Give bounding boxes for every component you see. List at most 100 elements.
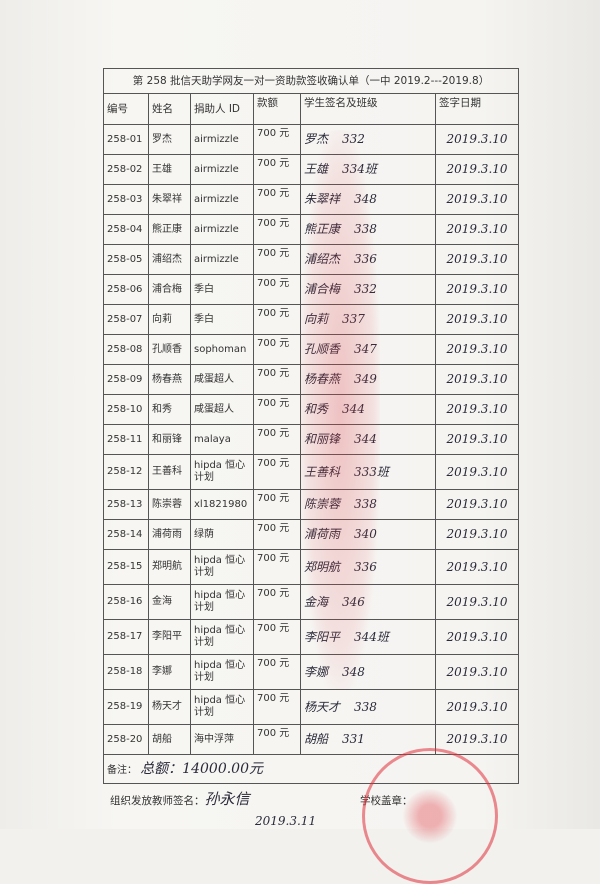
cell-donor: airmizzle xyxy=(190,124,254,155)
cell-amount: 700 元 xyxy=(253,274,301,305)
signature-name: 浦合梅 xyxy=(304,282,341,297)
signature-class: 340 xyxy=(354,527,377,542)
cell-id: 258-01 xyxy=(103,124,149,155)
cell-signature: 李阳平 344班 xyxy=(300,619,436,655)
cell-date: 2019.3.10 xyxy=(435,519,519,550)
cell-amount: 700 元 xyxy=(253,394,301,425)
teacher-signature: 孙永信 xyxy=(204,790,250,808)
cell-name: 陈崇蓉 xyxy=(148,489,191,520)
signature-class: 331 xyxy=(342,732,365,747)
cell-id: 258-15 xyxy=(103,549,149,585)
cell-donor: airmizzle xyxy=(190,244,254,275)
cell-date: 2019.3.10 xyxy=(435,654,519,690)
cell-date: 2019.3.10 xyxy=(435,124,519,155)
signature-name: 李阳平 xyxy=(304,629,341,644)
teacher-date: 2019.3.11 xyxy=(255,813,317,828)
remark-label: 备注： xyxy=(107,764,137,776)
cell-signature: 郑明航 336 xyxy=(300,549,436,585)
signature-name: 杨春燕 xyxy=(304,372,341,387)
table-row: 258-09 杨春燕 咸蛋超人 700 元 杨春燕 349 2019.3.10 xyxy=(103,364,519,395)
cell-amount: 700 元 xyxy=(253,619,301,655)
signature-class: 338 xyxy=(354,497,377,512)
cell-donor: hipda 恒心计划 xyxy=(190,619,254,655)
cell-name: 朱翠祥 xyxy=(148,184,191,215)
cell-id: 258-07 xyxy=(103,304,149,335)
table-row: 258-16 金海 hipda 恒心计划 700 元 金海 346 2019.3.… xyxy=(103,584,519,620)
signature-class: 344班 xyxy=(354,629,389,644)
cell-donor: hipda 恒心计划 xyxy=(190,454,254,490)
table-row: 258-08 孔顺香 sophoman 700 元 孔顺香 347 2019.3.… xyxy=(103,334,519,365)
table-row: 258-20 胡船 海中浮萍 700 元 胡船 331 2019.3.10 xyxy=(103,724,519,755)
cell-date: 2019.3.10 xyxy=(435,154,519,185)
signature-class: 349 xyxy=(354,372,377,387)
table-row: 258-07 向莉 季白 700 元 向莉 337 2019.3.10 xyxy=(103,304,519,335)
cell-amount: 700 元 xyxy=(253,304,301,335)
cell-donor: sophoman xyxy=(190,334,254,365)
cell-date: 2019.3.10 xyxy=(435,454,519,490)
table-row: 258-17 李阳平 hipda 恒心计划 700 元 李阳平 344班 2019… xyxy=(103,619,519,655)
cell-donor: 绿荫 xyxy=(190,519,254,550)
cell-amount: 700 元 xyxy=(253,184,301,215)
cell-amount: 700 元 xyxy=(253,424,301,455)
signature-name: 向莉 xyxy=(304,312,329,327)
signature-class: 348 xyxy=(354,192,377,207)
cell-amount: 700 元 xyxy=(253,584,301,620)
cell-signature: 熊正康 338 xyxy=(300,214,436,245)
signature-class: 336 xyxy=(354,559,377,574)
cell-date: 2019.3.10 xyxy=(435,214,519,245)
footer: 组织发放教师签名：孙永信 学校盖章： 2019.3.11 xyxy=(110,748,519,884)
cell-name: 王雄 xyxy=(148,154,191,185)
cell-date: 2019.3.10 xyxy=(435,364,519,395)
cell-date: 2019.3.10 xyxy=(435,689,519,725)
header-name: 姓名 xyxy=(148,93,191,125)
cell-donor: xl1821980 xyxy=(190,489,254,520)
signature-class: 338 xyxy=(354,222,377,237)
cell-amount: 700 元 xyxy=(253,334,301,365)
document-title: 第 258 批信天助学网友一对一资助款签收确认单（一中 2019.2---201… xyxy=(103,68,519,94)
cell-donor: hipda 恒心计划 xyxy=(190,654,254,690)
cell-date: 2019.3.10 xyxy=(435,244,519,275)
remark-value: 总额：14000.00元 xyxy=(140,760,263,777)
signature-name: 金海 xyxy=(304,594,329,609)
cell-signature: 浦合梅 332 xyxy=(300,274,436,305)
signature-class: 337 xyxy=(342,312,365,327)
cell-name: 王善科 xyxy=(148,454,191,490)
signature-name: 郑明航 xyxy=(304,559,341,574)
receipt-table: 第 258 批信天助学网友一对一资助款签收确认单（一中 2019.2---201… xyxy=(103,68,519,784)
cell-donor: 咸蛋超人 xyxy=(190,364,254,395)
cell-name: 李娜 xyxy=(148,654,191,690)
signature-name: 杨天才 xyxy=(304,699,341,714)
signature-class: 344 xyxy=(342,402,365,417)
cell-name: 熊正康 xyxy=(148,214,191,245)
signature-name: 浦绍杰 xyxy=(304,252,341,267)
cell-signature: 陈崇蓉 338 xyxy=(300,489,436,520)
cell-name: 杨春燕 xyxy=(148,364,191,395)
cell-donor: 季白 xyxy=(190,304,254,335)
signature-class: 334班 xyxy=(342,162,377,177)
header-donor: 捐助人 ID xyxy=(190,93,254,125)
cell-date: 2019.3.10 xyxy=(435,549,519,585)
cell-donor: airmizzle xyxy=(190,184,254,215)
cell-id: 258-05 xyxy=(103,244,149,275)
table-row: 258-10 和秀 咸蛋超人 700 元 和秀 344 2019.3.10 xyxy=(103,394,519,425)
signature-name: 李娜 xyxy=(304,664,329,679)
table-row: 258-14 浦荷雨 绿荫 700 元 浦荷雨 340 2019.3.10 xyxy=(103,519,519,550)
signature-name: 和秀 xyxy=(304,402,329,417)
cell-amount: 700 元 xyxy=(253,244,301,275)
signature-class: 332 xyxy=(354,282,377,297)
cell-date: 2019.3.10 xyxy=(435,584,519,620)
cell-name: 浦绍杰 xyxy=(148,244,191,275)
cell-date: 2019.3.10 xyxy=(435,304,519,335)
cell-name: 和丽锋 xyxy=(148,424,191,455)
signature-name: 朱翠祥 xyxy=(304,192,341,207)
cell-name: 郑明航 xyxy=(148,549,191,585)
cell-date: 2019.3.10 xyxy=(435,424,519,455)
cell-donor: hipda 恒心计划 xyxy=(190,549,254,585)
cell-id: 258-19 xyxy=(103,689,149,725)
signature-name: 孔顺香 xyxy=(304,342,341,357)
table-row: 258-19 杨天才 hipda 恒心计划 700 元 杨天才 338 2019.… xyxy=(103,689,519,725)
signature-class: 332 xyxy=(342,132,365,147)
cell-id: 258-13 xyxy=(103,489,149,520)
cell-donor: hipda 恒心计划 xyxy=(190,689,254,725)
cell-signature: 杨天才 338 xyxy=(300,689,436,725)
